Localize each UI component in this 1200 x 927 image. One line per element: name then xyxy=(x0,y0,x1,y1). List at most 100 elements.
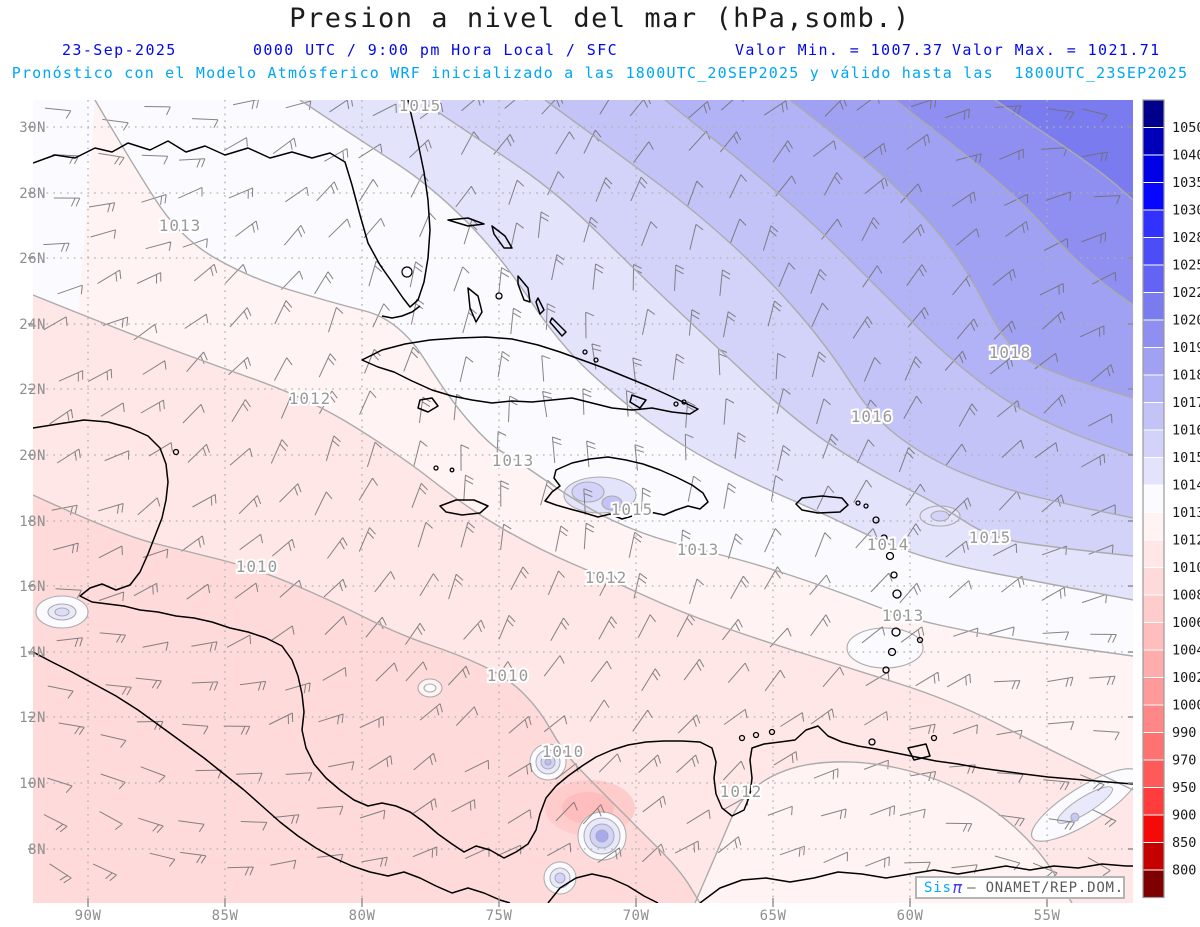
pi-icon: π xyxy=(952,878,964,897)
colorbar-tick-label: 1008 xyxy=(1172,588,1200,604)
colorbar-band xyxy=(1142,209,1165,238)
island xyxy=(752,731,760,739)
attribution-org: – ONAMET/REP.DOM. xyxy=(967,879,1125,896)
header-line-datetime: 23-Sep-2025 0000 UTC / 9:00 pm Hora Loca… xyxy=(0,41,1200,61)
colorbar-band xyxy=(1142,677,1165,706)
lon-label: 80W xyxy=(349,908,376,924)
island xyxy=(738,734,746,742)
colorbar-tick-label: 1016 xyxy=(1172,423,1200,439)
colorbar-tick-label: 950 xyxy=(1172,780,1196,796)
axis-ticks xyxy=(28,126,1133,907)
pressure-blob xyxy=(54,607,70,617)
colorbar-band xyxy=(1142,539,1165,568)
coastlines xyxy=(33,100,1133,903)
lon-label: 75W xyxy=(486,908,513,924)
pressure-blob xyxy=(930,510,950,522)
pressure-band xyxy=(995,100,1133,200)
colorbar-tick-label: 970 xyxy=(1172,753,1196,769)
coastline xyxy=(549,317,567,337)
contour-labels: 1015 1013 1012 1013 1015 1013 1012 1010 1016 1018… xyxy=(157,96,1033,803)
contour-label: 1010 xyxy=(487,666,530,685)
pressure-band xyxy=(695,761,1072,903)
ring-contour xyxy=(544,758,552,766)
island xyxy=(892,589,902,599)
lon-label: 90W xyxy=(75,908,102,924)
colorbar-frame xyxy=(1142,99,1165,899)
lat-label: 30N xyxy=(19,120,46,136)
colorbar-tick-label: 1018 xyxy=(1172,368,1200,384)
attribution-box: Sis π – ONAMET/REP.DOM. xyxy=(915,876,1125,899)
colorbar-band xyxy=(1142,622,1165,651)
coastline xyxy=(467,287,483,323)
map-area: 1015 1013 1012 1013 1015 1013 1012 1010 1016 1018… xyxy=(33,96,1133,903)
valid-date: 23-Sep-2025 xyxy=(62,41,177,59)
graticule xyxy=(33,100,1133,903)
lon-label: 70W xyxy=(623,908,650,924)
lat-label: 10N xyxy=(19,776,46,792)
colorbar-band xyxy=(1142,842,1165,871)
island xyxy=(916,636,924,644)
contour-label: 1010 xyxy=(542,742,585,761)
colorbar-tick-label: 1019 xyxy=(1172,340,1200,356)
coastline xyxy=(33,419,1133,859)
island xyxy=(449,467,455,473)
colorbar-band xyxy=(1142,704,1165,733)
colorbar-tick-label: 800 xyxy=(1172,863,1196,879)
coastline xyxy=(535,297,545,315)
pressure-blob xyxy=(846,627,924,669)
island xyxy=(172,448,180,456)
island xyxy=(855,500,861,506)
attribution-brand: Sis xyxy=(924,879,952,896)
streak-group xyxy=(1031,768,1133,842)
contour-label: 1014 xyxy=(867,535,910,554)
colorbar-tick-label: 990 xyxy=(1172,725,1196,741)
colorbar-tick-label: 1013 xyxy=(1172,505,1200,521)
contour-label: 1012 xyxy=(289,389,332,408)
island xyxy=(880,534,888,542)
contour-label: 1018 xyxy=(989,343,1032,362)
colorbar-band xyxy=(1142,512,1165,541)
colorbar-tick-label: 1006 xyxy=(1172,615,1200,631)
colorbar-tick-label: 1035 xyxy=(1172,175,1200,191)
pressure-blob xyxy=(1070,812,1080,822)
coastline xyxy=(417,397,439,413)
lat-label: 22N xyxy=(19,382,46,398)
colorbar-band xyxy=(1142,732,1165,761)
island xyxy=(868,738,876,746)
contour-label: 1015 xyxy=(399,96,442,115)
lat-label: 24N xyxy=(19,317,46,333)
contour-label: 1012 xyxy=(720,782,763,801)
pressure-blob xyxy=(423,683,437,693)
island xyxy=(885,551,895,561)
lat-label: 16N xyxy=(19,579,46,595)
coastline xyxy=(33,100,431,308)
contour-label: 1016 xyxy=(851,407,894,426)
island xyxy=(495,292,503,300)
colorbar-band xyxy=(1142,127,1165,156)
island xyxy=(887,647,897,657)
contour-label: 1010 xyxy=(236,557,279,576)
colorbar-tick-label: 1000 xyxy=(1172,698,1200,714)
island xyxy=(768,728,776,736)
coastline xyxy=(33,651,511,903)
colorbar-band xyxy=(1142,567,1165,596)
valid-time: 0000 UTC / 9:00 pm Hora Local / SFC xyxy=(253,41,619,59)
colorbar-tick-label: 900 xyxy=(1172,808,1196,824)
colorbar-band xyxy=(1142,787,1165,816)
ring-contour xyxy=(554,872,566,884)
lat-label: 12N xyxy=(19,710,46,726)
colorbar-tick-label: 1017 xyxy=(1172,395,1200,411)
wind-barbs xyxy=(43,100,1121,884)
colorbar-band xyxy=(1142,237,1165,266)
coastline xyxy=(699,863,1133,903)
lon-label: 55W xyxy=(1034,908,1061,924)
colorbar-tick-label: 850 xyxy=(1172,835,1196,851)
island xyxy=(593,357,599,363)
colorbar-tick-label: 1020 xyxy=(1172,313,1200,329)
pressure-blob xyxy=(1057,786,1113,824)
lat-label: 28N xyxy=(19,186,46,202)
coastline xyxy=(517,275,531,303)
colorbar: 1050 1040 1035 1030 1028 1025 1022 1020 1019 1018… xyxy=(1142,99,1200,899)
coastline xyxy=(381,305,421,319)
colorbar-band xyxy=(1142,347,1165,376)
